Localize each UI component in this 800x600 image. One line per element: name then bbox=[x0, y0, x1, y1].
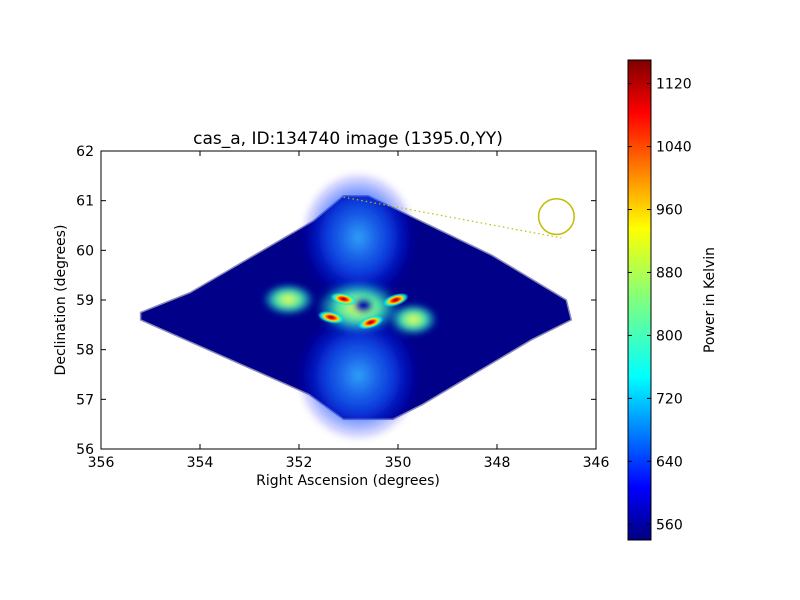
x-axis-label: Right Ascension (degrees) bbox=[256, 473, 440, 489]
colorbar-tick-label: 560 bbox=[656, 517, 683, 533]
chart-title: cas_a, ID:134740 image (1395.0,YY) bbox=[193, 129, 503, 149]
colorbar-label: Power in Kelvin bbox=[702, 247, 718, 353]
y-tick-label: 62 bbox=[76, 144, 94, 160]
colorbar-tick-label: 880 bbox=[656, 265, 683, 281]
annotation-dotted-line bbox=[343, 196, 562, 239]
annotation-layer bbox=[343, 196, 575, 239]
x-tick-label: 350 bbox=[385, 455, 412, 471]
colorbar-tick-label: 640 bbox=[656, 454, 683, 470]
peak-mark bbox=[357, 315, 385, 330]
y-tick-label: 61 bbox=[76, 194, 94, 210]
x-tick-label: 348 bbox=[484, 455, 511, 471]
x-tick-label: 352 bbox=[286, 455, 313, 471]
x-tick-label: 356 bbox=[88, 455, 115, 471]
y-axis-label: Declination (degrees) bbox=[53, 225, 69, 376]
x-tick-label: 354 bbox=[187, 455, 214, 471]
colorbar bbox=[627, 59, 652, 541]
heatmap-layer bbox=[139, 171, 573, 442]
peak-mark bbox=[317, 310, 345, 324]
center-hole bbox=[354, 298, 373, 313]
y-tick-label: 56 bbox=[76, 442, 94, 458]
x-tick-label: 346 bbox=[583, 455, 610, 471]
colorbar-tick-label: 1040 bbox=[656, 140, 692, 156]
y-axis-ticks: 56 57 58 59 60 61 62 bbox=[76, 144, 596, 458]
x-axis-ticks: 356 354 352 350 348 346 bbox=[88, 151, 610, 471]
left-wing bbox=[262, 283, 315, 316]
peak-mark bbox=[382, 292, 409, 308]
y-tick-label: 58 bbox=[76, 343, 94, 359]
colorbar-tick-label: 1120 bbox=[656, 77, 692, 93]
right-wing bbox=[389, 303, 438, 336]
y-tick-label: 57 bbox=[76, 392, 94, 408]
lower-lobe bbox=[296, 309, 421, 442]
colorbar-tick-label: 960 bbox=[656, 203, 683, 219]
upper-lobe bbox=[300, 171, 417, 304]
y-tick-label: 59 bbox=[76, 293, 94, 309]
colorbar-tick-label: 720 bbox=[656, 391, 683, 407]
colorbar-ticks: 560 640 720 800 880 960 1040 1120 bbox=[628, 77, 692, 533]
annotation-circle bbox=[537, 197, 575, 236]
colorbar-tick-label: 800 bbox=[656, 328, 683, 344]
y-tick-label: 60 bbox=[76, 243, 94, 259]
peak-mark bbox=[329, 292, 358, 306]
